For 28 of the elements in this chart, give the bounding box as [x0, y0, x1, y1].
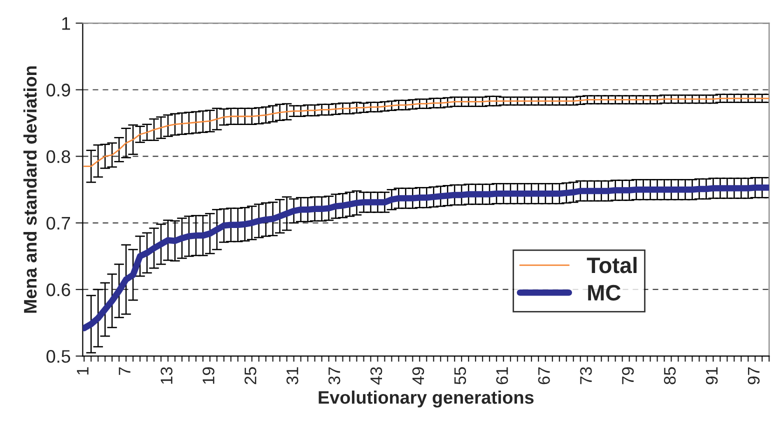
- x-tick-label: 7: [118, 367, 130, 375]
- legend-label: MC: [588, 284, 621, 301]
- x-tick-label: 61: [496, 367, 508, 384]
- x-tick-label: 13: [160, 367, 172, 384]
- x-tick-label: 91: [706, 367, 718, 384]
- x-tick-label: 37: [328, 367, 340, 384]
- x-tick-label: 97: [748, 367, 760, 384]
- x-tick-label: 25: [244, 367, 256, 384]
- x-tick-label: 55: [454, 367, 466, 384]
- y-tick-label: 0.6: [46, 283, 70, 296]
- x-tick-label: 73: [580, 367, 592, 384]
- x-tick-label: 1: [76, 367, 88, 374]
- x-tick-label: 19: [202, 367, 214, 384]
- y-tick-label: 1: [62, 17, 70, 30]
- y-tick-label: 0.8: [46, 150, 70, 164]
- x-tick-label: 31: [286, 367, 298, 384]
- x-axis-title: Evolutionary generations: [318, 390, 534, 408]
- x-tick-label: 49: [412, 367, 424, 385]
- x-tick-label: 85: [664, 367, 676, 384]
- line-series: [83, 98, 770, 168]
- x-tick-label: 43: [370, 367, 382, 385]
- x-tick-label: 79: [622, 367, 634, 384]
- y-axis-title: Mena and standard deviation: [23, 66, 37, 313]
- legend-label: Total: [586, 256, 637, 274]
- x-tick-label: 67: [538, 367, 550, 384]
- y-tick-label: 0.5: [46, 350, 70, 363]
- y-tick-label: 0.9: [46, 84, 70, 96]
- y-tick-label: 0.7: [46, 216, 70, 230]
